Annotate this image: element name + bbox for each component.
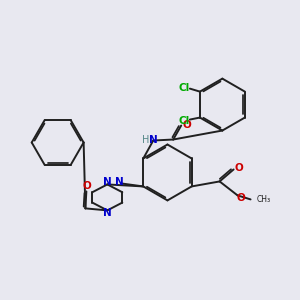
- Text: N: N: [103, 177, 112, 187]
- Text: O: O: [183, 119, 192, 130]
- Text: N: N: [149, 134, 158, 145]
- Text: O: O: [234, 164, 243, 173]
- Text: Cl: Cl: [178, 116, 190, 126]
- Text: CH₃: CH₃: [256, 195, 271, 204]
- Text: Cl: Cl: [178, 82, 190, 93]
- Text: N: N: [116, 177, 124, 187]
- Text: O: O: [237, 194, 245, 203]
- Text: H: H: [142, 134, 149, 145]
- Text: N: N: [103, 208, 112, 218]
- Text: O: O: [82, 181, 91, 191]
